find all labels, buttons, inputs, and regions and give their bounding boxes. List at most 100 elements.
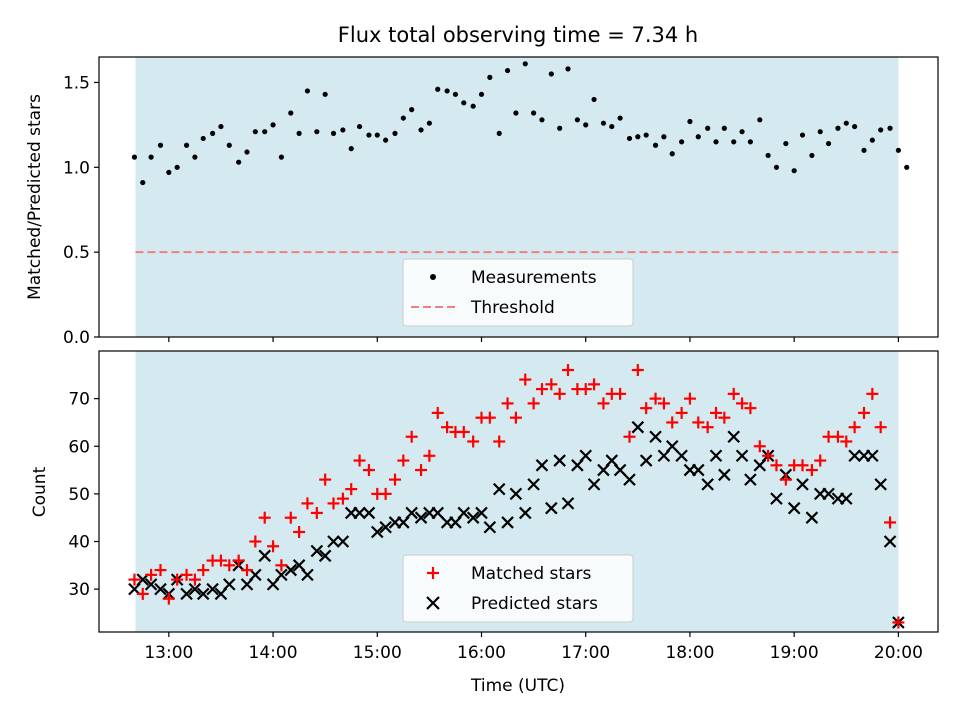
- matched-star-point: [597, 397, 610, 410]
- predicted-star-point: [188, 582, 202, 596]
- measurement-point: [200, 135, 206, 142]
- predicted-star-point: [727, 430, 740, 444]
- measurement-point: [262, 129, 268, 135]
- matched-star-point: [858, 406, 871, 419]
- matched-star-point: [588, 378, 601, 391]
- matched-star-point: [249, 535, 262, 548]
- matched-star-point: [692, 416, 705, 429]
- measurement-point: [687, 118, 693, 125]
- measurement-point: [695, 134, 701, 140]
- matched-star-point: [623, 430, 636, 443]
- matched-star-point: [319, 473, 332, 486]
- measurement-point: [314, 129, 320, 135]
- bottom-x-ticks: 13:00 14:00 15:00 16:00 17:00 18:00 19:00 20:00: [144, 632, 923, 663]
- matched-star-point: [423, 449, 436, 462]
- measurement-point: [609, 123, 615, 130]
- matched-star-point: [214, 554, 227, 567]
- matched-star-point: [874, 421, 887, 434]
- predicted-star-point: [840, 492, 853, 505]
- measurement-point: [791, 168, 797, 174]
- measurement-point: [835, 125, 841, 131]
- legend-predicted-marker: [426, 596, 440, 610]
- y-tick-label: 0.5: [63, 243, 90, 263]
- matched-star-point: [762, 449, 775, 462]
- matched-star-point: [892, 616, 905, 629]
- matched-star-point: [232, 554, 245, 567]
- predicted-star-point: [587, 478, 601, 491]
- measurement-point: [757, 117, 763, 123]
- predicted-star-point: [796, 478, 809, 491]
- bottom-axes-frame: [98, 350, 939, 633]
- measurement-point: [418, 127, 424, 133]
- matched-star-point: [188, 573, 201, 586]
- predicted-star-point: [501, 516, 514, 529]
- top-panel: 0.0 0.5 1.0 1.5 Matched/Predicted stars Mea…: [25, 56, 939, 348]
- measurement-point: [244, 149, 250, 155]
- x-tick-label: 17:00: [561, 643, 610, 663]
- matched-star-point: [362, 464, 375, 477]
- predicted-star-point: [561, 497, 575, 510]
- measurement-point: [679, 139, 685, 145]
- predicted-star-point: [475, 506, 488, 520]
- measurement-point: [565, 66, 571, 72]
- matched-star-point: [301, 497, 314, 510]
- matched-star-point: [336, 492, 349, 505]
- measurement-point: [392, 130, 398, 136]
- measurement-point: [496, 130, 502, 136]
- top-x-ticks: [168, 337, 899, 342]
- x-tick-label: 13:00: [144, 643, 193, 663]
- x-tick-label: 15:00: [353, 643, 402, 663]
- measurement-point: [731, 139, 737, 145]
- y-tick-label: 0.0: [63, 328, 90, 348]
- matched-star-point: [441, 421, 454, 434]
- bottom-y-ticks: 30 40 50 60 70: [68, 390, 99, 600]
- matched-star-point: [805, 464, 818, 477]
- predicted-star-point: [553, 454, 566, 467]
- measurement-point: [148, 154, 154, 160]
- matched-star-point: [405, 430, 418, 443]
- matched-star-point: [275, 559, 288, 572]
- measurement-point: [210, 130, 216, 136]
- measurement-point: [643, 132, 649, 138]
- predicted-star-point: [883, 535, 897, 548]
- measurement-point: [557, 125, 563, 131]
- matched-star-point: [675, 406, 688, 419]
- predicted-star-point: [848, 449, 861, 463]
- matched-star-point: [467, 435, 480, 448]
- predicted-star-point: [301, 568, 314, 582]
- measurement-point: [166, 169, 172, 175]
- matched-star-point: [379, 487, 392, 500]
- y-tick-label: 1.0: [63, 158, 90, 178]
- predicted-star-point: [206, 582, 219, 596]
- measurement-point: [140, 179, 146, 186]
- y-tick-label: 1.5: [63, 73, 90, 93]
- measurement-point: [635, 134, 641, 140]
- matched-star-point: [353, 454, 366, 467]
- x-tick-label: 18:00: [665, 643, 714, 663]
- predicted-star-point: [258, 549, 271, 563]
- predicted-star-point: [223, 578, 236, 591]
- matched-star-point: [631, 364, 644, 377]
- bottom-y-axis-label: Count: [30, 466, 50, 517]
- matched-star-point: [258, 511, 271, 524]
- predicted-star-point: [787, 501, 801, 515]
- matched-star-point: [884, 516, 897, 529]
- measurement-point: [383, 137, 389, 143]
- x-tick-label: 16:00: [457, 643, 506, 663]
- matched-star-point: [501, 397, 514, 410]
- matched-star-point: [866, 387, 879, 400]
- legend-predicted-label: Predicted stars: [471, 594, 598, 614]
- measurement-point: [226, 142, 232, 148]
- measurement-point: [157, 142, 164, 148]
- matched-star-point: [736, 397, 749, 410]
- predicted-star-point: [362, 506, 376, 520]
- top-y-ticks: 0.0 0.5 1.0 1.5: [63, 73, 99, 348]
- predicted-star-point: [631, 420, 645, 434]
- predicted-star-point: [196, 587, 210, 601]
- matched-star-point: [240, 564, 253, 577]
- measurement-point: [452, 91, 459, 97]
- matched-star-point: [848, 421, 861, 434]
- measurement-point: [878, 127, 884, 133]
- top-points: [131, 61, 910, 186]
